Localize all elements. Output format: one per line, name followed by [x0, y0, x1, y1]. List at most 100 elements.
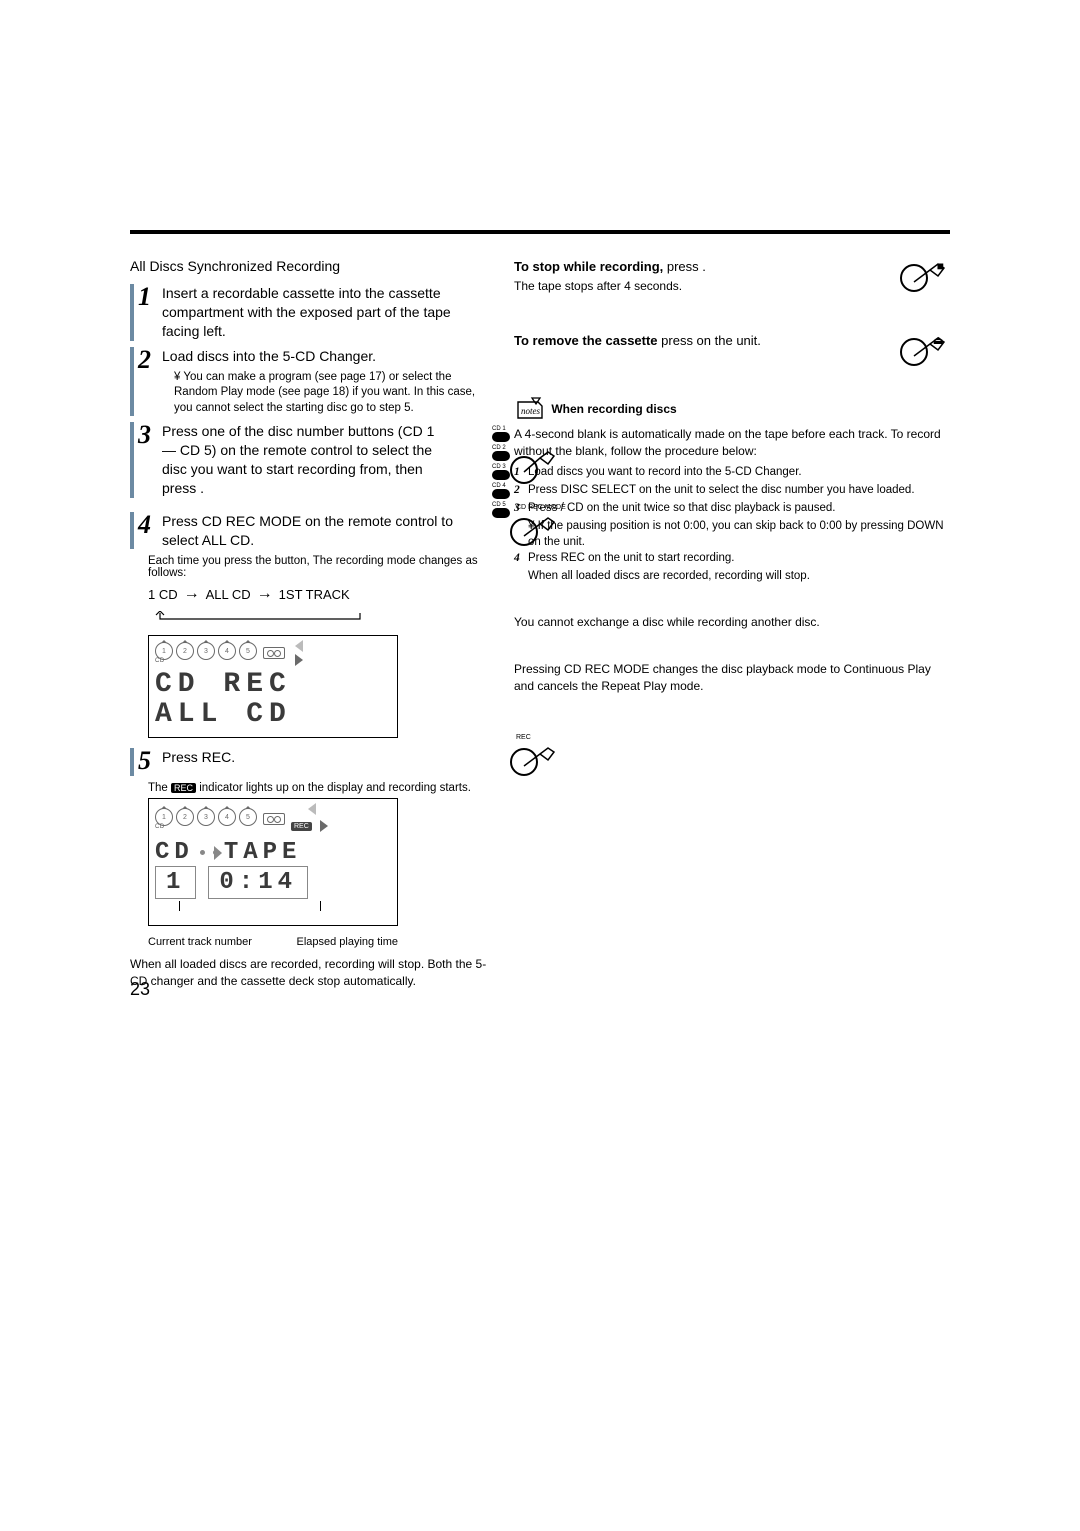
stop-body: The tape stops after 4 seconds. [514, 278, 890, 295]
note-1: 1Load discs you want to record into the … [514, 464, 950, 480]
stop-block: To stop while recording, press . The tap… [514, 258, 950, 308]
rec-label: REC [516, 734, 531, 741]
subtext: You can make a program (see page 17) or … [174, 371, 475, 414]
remote-cd-buttons: CD 1 CD 2 CD 3 CD 4 CD 5 [492, 426, 510, 518]
step-body: Load discs into the 5-CD Changer. ¥ You … [162, 347, 490, 416]
stop-title: To stop while recording, press . [514, 258, 890, 276]
notes-icon: notes [514, 396, 548, 422]
step-number: 3 [138, 422, 156, 448]
lcd2-tape: TAPE [224, 839, 302, 866]
disc-1-icon: 1 [155, 642, 173, 660]
lcd2-track: 1 [155, 866, 196, 899]
note-3: 3Press / CD on the unit twice so that di… [514, 500, 950, 516]
step-1: 1 Insert a recordable cassette into the … [130, 284, 490, 341]
lcd-icon-row: 1 2 3 4 5 CD [155, 640, 391, 666]
page-number: 23 [130, 979, 150, 1000]
mode-flow: 1 CD ALL CD 1ST TRACK [148, 585, 490, 603]
extra-note-2: Pressing CD REC MODE changes the disc pl… [514, 661, 950, 695]
cd4-button-icon [492, 489, 510, 499]
disc-1-icon: 1 [155, 808, 173, 826]
lcd-display-1: 1 2 3 4 5 CD CD REC ALL [148, 635, 398, 738]
flow-1sttrack: 1ST TRACK [279, 587, 350, 602]
cd4-label: CD 4 [492, 483, 510, 489]
step-3: 3 Press one of the disc number buttons (… [130, 422, 490, 498]
play-arrow-icon [308, 803, 316, 815]
cd3-button-icon [492, 470, 510, 480]
lcd-icon-row: 1 2 3 4 5 CD REC [155, 803, 391, 835]
step-bar [130, 422, 134, 498]
step5-sub: The REC indicator lights up on the displ… [148, 782, 490, 794]
step-number: 4 [138, 512, 156, 538]
cd2-label: CD 2 [492, 445, 510, 451]
t2: press on the unit. [658, 333, 761, 348]
step-subtext: ¥ You can make a program (see page 17) o… [162, 370, 490, 417]
cd2-button-icon [492, 451, 510, 461]
mode-flow-return-arrow [150, 611, 370, 625]
disc-3-icon: 3 [197, 642, 215, 660]
note-4b: When all loaded discs are recorded, reco… [514, 568, 950, 584]
pre: The [148, 782, 171, 794]
disc-2-icon: 2 [176, 808, 194, 826]
cd3-label: CD 3 [492, 464, 510, 470]
caption-time: Elapsed playing time [296, 936, 398, 948]
tape-icon [263, 813, 285, 825]
notes-intro: A 4-second blank is automatically made o… [514, 426, 950, 460]
tick-marks [179, 901, 391, 915]
step-text: Load discs into the 5-CD Changer. [162, 348, 376, 364]
step-bar [130, 512, 134, 550]
left-column: All Discs Synchronized Recording 1 Inser… [130, 258, 490, 990]
lcd-line1: CD REC [155, 670, 391, 699]
step-number: 2 [138, 347, 156, 373]
caption-track: Current track number [148, 936, 252, 948]
step-bar [130, 347, 134, 416]
tape-icon [263, 647, 285, 659]
svg-text:notes: notes [521, 406, 540, 416]
seg-arrow-icon [200, 850, 218, 855]
disc-2-icon: 2 [176, 642, 194, 660]
lcd2-captions: Current track number Elapsed playing tim… [148, 936, 398, 948]
lcd-line2: ALL CD [155, 700, 391, 729]
step-number: 1 [138, 284, 156, 310]
finger-press-icon [510, 450, 560, 500]
stop-symbol-icon: ■ [937, 258, 944, 275]
disc-5-icon: 5 [239, 808, 257, 826]
note-3-sub: ¥ If the pausing position is not 0:00, y… [514, 518, 950, 550]
section-title: All Discs Synchronized Recording [130, 258, 490, 274]
lcd2-time: 0:14 [208, 866, 308, 899]
finger-press-icon: REC [510, 742, 560, 792]
lcd2-row1: CD TAPE [155, 839, 391, 866]
cd1-label: CD 1 [492, 426, 510, 432]
step-text: Insert a recordable cassette into the ca… [162, 284, 490, 341]
disc-3-icon: 3 [197, 808, 215, 826]
finger-press-icon: CD REC MODE [510, 512, 560, 562]
t1: To remove the cassette [514, 333, 658, 348]
cd5-button-icon [492, 508, 510, 518]
step-bar [130, 748, 134, 776]
notes-title: When recording discs [551, 402, 676, 416]
step-bar [130, 284, 134, 341]
note-4: 4Press REC on the unit to start recordin… [514, 550, 950, 566]
remove-title: To remove the cassette press on the unit… [514, 333, 761, 348]
step4-sub: Each time you press the button, The reco… [148, 555, 490, 579]
two-column-layout: All Discs Synchronized Recording 1 Inser… [130, 258, 950, 990]
cdrecmode-label: CD REC MODE [516, 504, 566, 511]
rec-indicator: REC [171, 783, 196, 793]
finger-press-eject-icon: ⏏ [900, 332, 950, 382]
t2: press . [663, 259, 706, 274]
step-text: Press REC. [162, 748, 490, 767]
play-arrow-icon [295, 640, 303, 652]
lcd-display-2: 1 2 3 4 5 CD REC CD [148, 798, 398, 926]
right-column: To stop while recording, press . The tap… [514, 258, 950, 990]
disc-4-icon: 4 [218, 808, 236, 826]
finger-press-stop-icon: ■ [900, 258, 950, 308]
closing-text: When all loaded discs are recorded, reco… [130, 956, 490, 990]
flow-1cd: 1 CD [148, 587, 178, 602]
step-body: Press CD REC MODE on the remote control … [162, 512, 490, 550]
step-number: 5 [138, 748, 156, 774]
step-text: Press one of the disc number buttons (CD… [162, 422, 490, 498]
disc-4-icon: 4 [218, 642, 236, 660]
step-4: 4 Press CD REC MODE on the remote contro… [130, 512, 490, 550]
eject-symbol-icon: ⏏ [933, 332, 944, 349]
notes-list: 1Load discs you want to record into the … [514, 464, 950, 585]
post: indicator lights up on the display and r… [196, 782, 471, 794]
